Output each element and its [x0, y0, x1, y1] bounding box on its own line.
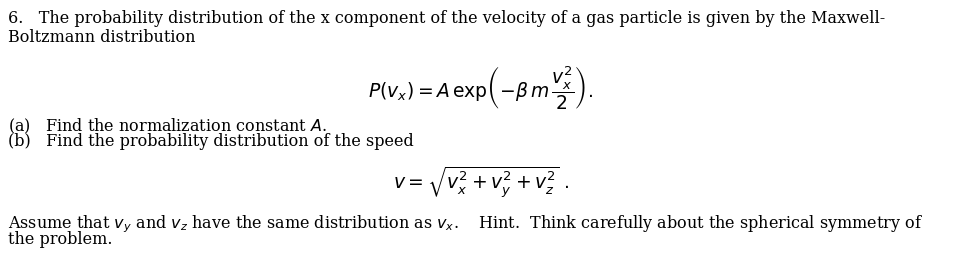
Text: $P(v_x) = A \, \exp\!\left(-\beta \, m \, \dfrac{v_x^2}{2}\right).$: $P(v_x) = A \, \exp\!\left(-\beta \, m \…	[368, 64, 593, 111]
Text: the problem.: the problem.	[8, 231, 112, 248]
Text: $v = \sqrt{v_x^2 + v_y^2 + v_z^2} \; .$: $v = \sqrt{v_x^2 + v_y^2 + v_z^2} \; .$	[393, 165, 568, 200]
Text: Assume that $v_y$ and $v_z$ have the same distribution as $v_x$.    Hint.  Think: Assume that $v_y$ and $v_z$ have the sam…	[8, 213, 922, 235]
Text: Boltzmann distribution: Boltzmann distribution	[8, 29, 195, 46]
Text: (b)   Find the probability distribution of the speed: (b) Find the probability distribution of…	[8, 133, 413, 150]
Text: 6.   The probability distribution of the x component of the velocity of a gas pa: 6. The probability distribution of the x…	[8, 10, 884, 27]
Text: (a)   Find the normalization constant $A$.: (a) Find the normalization constant $A$.	[8, 117, 327, 136]
